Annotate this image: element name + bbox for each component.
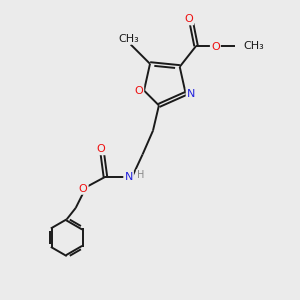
Text: O: O bbox=[211, 43, 220, 52]
Text: CH₃: CH₃ bbox=[119, 34, 140, 44]
Text: O: O bbox=[134, 85, 143, 96]
Text: O: O bbox=[97, 144, 105, 154]
Text: N: N bbox=[124, 172, 133, 182]
Text: N: N bbox=[187, 88, 195, 98]
Text: CH₃: CH₃ bbox=[244, 41, 264, 51]
Text: O: O bbox=[79, 184, 88, 194]
Text: O: O bbox=[184, 14, 193, 24]
Text: H: H bbox=[137, 170, 144, 180]
